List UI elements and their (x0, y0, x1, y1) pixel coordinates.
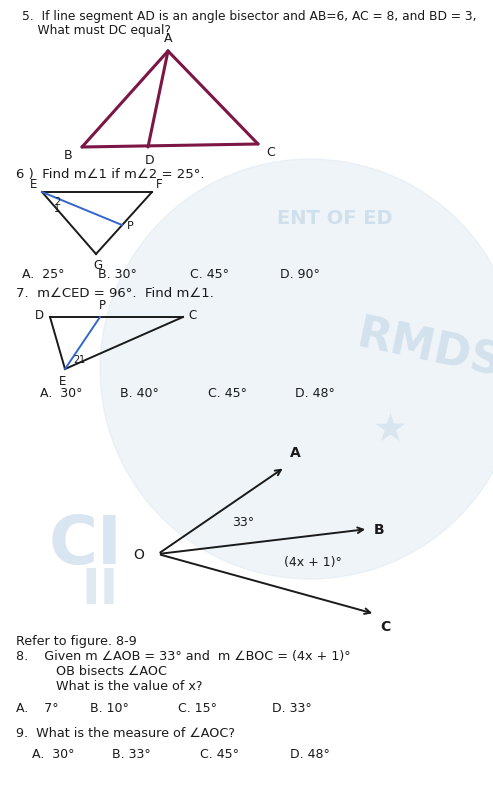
Text: What must DC equal?: What must DC equal? (22, 24, 171, 37)
Text: B: B (374, 522, 385, 536)
Text: CI: CI (48, 512, 122, 577)
Text: E: E (30, 177, 37, 191)
Text: A.  30°: A. 30° (32, 747, 74, 760)
Circle shape (100, 160, 493, 579)
Text: G: G (94, 259, 103, 271)
Text: A: A (164, 32, 172, 45)
Text: B. 30°: B. 30° (98, 267, 137, 281)
Text: 5.  If line segment AD is an angle bisector and AB=6, AC = 8, and BD = 3,: 5. If line segment AD is an angle bisect… (22, 10, 477, 23)
Text: D. 48°: D. 48° (295, 386, 335, 400)
Text: C. 45°: C. 45° (200, 747, 239, 760)
Text: P: P (127, 221, 134, 230)
Text: 2: 2 (73, 355, 79, 365)
Text: ENT OF ED: ENT OF ED (277, 208, 393, 227)
Text: (4x + 1)°: (4x + 1)° (284, 556, 342, 569)
Text: B: B (64, 149, 72, 161)
Text: D. 48°: D. 48° (290, 747, 330, 760)
Text: C: C (188, 309, 196, 322)
Text: A.  25°: A. 25° (22, 267, 65, 281)
Text: B. 40°: B. 40° (120, 386, 159, 400)
Text: What is the value of x?: What is the value of x? (16, 679, 203, 692)
Text: A.    7°: A. 7° (16, 701, 59, 714)
Text: 8.    Given m ∠AOB = 33° and  m ∠BOC = (4x + 1)°: 8. Given m ∠AOB = 33° and m ∠BOC = (4x +… (16, 649, 351, 662)
Text: C: C (380, 619, 390, 634)
Text: O: O (133, 548, 144, 561)
Text: 9.  What is the measure of ∠AOC?: 9. What is the measure of ∠AOC? (16, 726, 235, 739)
Text: C. 45°: C. 45° (190, 267, 229, 281)
Text: RMDS: RMDS (353, 313, 493, 386)
Text: D. 33°: D. 33° (272, 701, 312, 714)
Text: A.  30°: A. 30° (40, 386, 82, 400)
Text: II: II (81, 565, 119, 613)
Text: 33°: 33° (232, 516, 254, 529)
Text: A: A (290, 446, 301, 459)
Text: B. 10°: B. 10° (90, 701, 129, 714)
Text: 1: 1 (79, 355, 85, 365)
Text: C. 15°: C. 15° (178, 701, 217, 714)
Text: D. 90°: D. 90° (280, 267, 320, 281)
Text: C: C (266, 146, 275, 159)
Text: 1: 1 (54, 204, 60, 214)
Text: OB bisects ∠AOC: OB bisects ∠AOC (16, 664, 167, 677)
Text: 6 )  Find m∠1 if m∠2 = 25°.: 6 ) Find m∠1 if m∠2 = 25°. (16, 168, 205, 181)
Text: D: D (35, 309, 44, 322)
Text: Refer to figure. 8-9: Refer to figure. 8-9 (16, 634, 137, 647)
Text: 7.  m∠CED = 96°.  Find m∠1.: 7. m∠CED = 96°. Find m∠1. (16, 287, 214, 300)
Text: C. 45°: C. 45° (208, 386, 247, 400)
Text: 2: 2 (54, 197, 60, 206)
Text: E: E (59, 374, 67, 388)
Text: D: D (145, 154, 155, 167)
Text: P: P (99, 299, 106, 312)
Text: ★: ★ (373, 410, 407, 448)
Text: F: F (156, 177, 163, 191)
Text: B. 33°: B. 33° (112, 747, 151, 760)
